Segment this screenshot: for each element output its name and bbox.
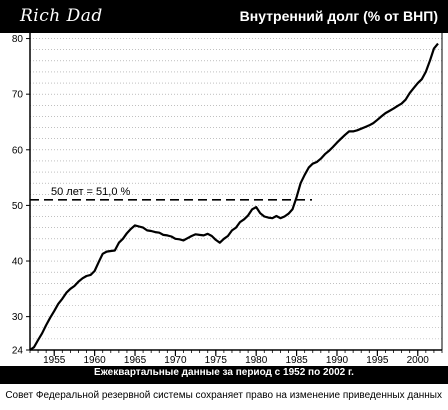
x-tick-label: 1960: [84, 355, 107, 366]
x-tick-label: 1955: [43, 355, 66, 366]
y-tick-label: 40: [12, 257, 24, 268]
x-tick-label: 1975: [205, 355, 228, 366]
x-axis-caption: Ежеквартальные данные за период с 1952 п…: [94, 367, 354, 378]
reference-line-label: 50 лет = 51,0 %: [51, 186, 131, 198]
y-tick-label: 30: [12, 312, 24, 323]
x-tick-label: 1965: [124, 355, 147, 366]
chart-header-bar: Rich Dad Внутренний долг (% от ВНП): [0, 0, 448, 33]
y-tick-label: 50: [12, 201, 24, 212]
x-tick-label: 1980: [245, 355, 268, 366]
y-tick-label: 80: [12, 34, 24, 45]
x-tick-label: 2000: [407, 355, 430, 366]
rich-dad-logo: Rich Dad: [20, 6, 103, 26]
source-note: Совет Федеральной резервной системы сохр…: [5, 390, 442, 401]
x-tick-label: 1985: [285, 355, 308, 366]
x-tick-label: 1970: [164, 355, 187, 366]
y-tick-label: 70: [12, 90, 24, 101]
series-line: [29, 42, 439, 351]
x-tick-label: 1995: [366, 355, 389, 366]
y-tick-label: 60: [12, 145, 24, 156]
y-tick-label: 24: [12, 346, 24, 357]
caption-bar: [0, 366, 448, 384]
x-tick-label: 1990: [326, 355, 349, 366]
chart-title: Внутренний долг (% от ВНП): [239, 8, 438, 24]
